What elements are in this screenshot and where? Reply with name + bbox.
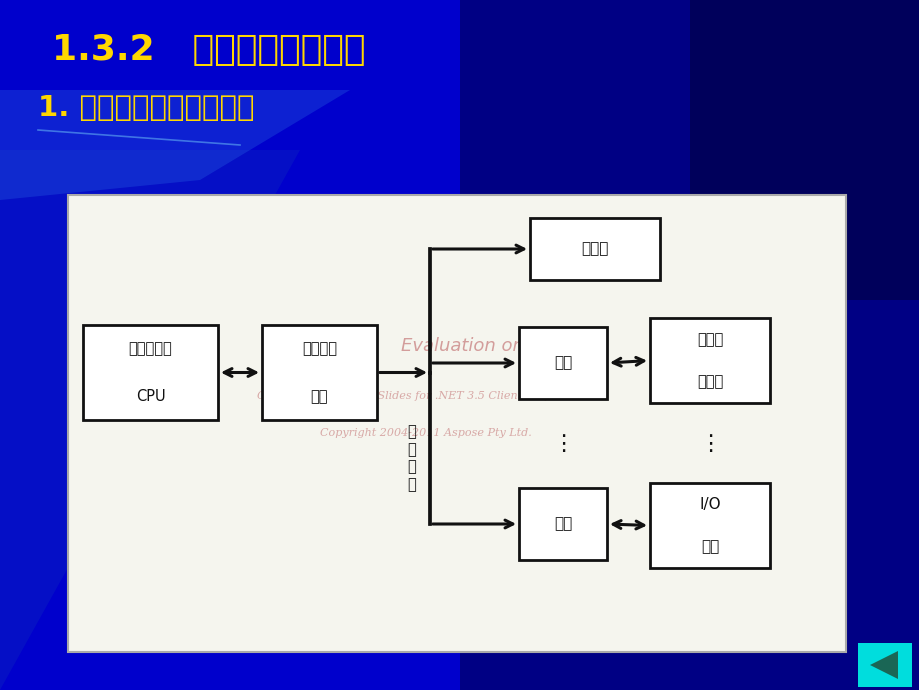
Text: 1.3.2   微机硬件系统组成: 1.3.2 微机硬件系统组成 <box>52 33 365 67</box>
Text: ⋮: ⋮ <box>698 433 720 453</box>
Text: 大容量: 大容量 <box>696 332 722 347</box>
Text: 接口: 接口 <box>553 355 572 371</box>
FancyBboxPatch shape <box>650 483 769 568</box>
FancyBboxPatch shape <box>518 488 607 560</box>
Text: 系
统
总
线: 系 统 总 线 <box>407 424 416 492</box>
Bar <box>68 195 845 652</box>
Text: Evaluation only.: Evaluation only. <box>401 337 543 355</box>
Text: 设备: 设备 <box>700 540 719 554</box>
Bar <box>460 0 919 690</box>
Text: ⋮: ⋮ <box>551 433 573 453</box>
FancyBboxPatch shape <box>650 318 769 403</box>
Text: 存储器: 存储器 <box>696 374 722 389</box>
Text: 接口: 接口 <box>553 517 572 531</box>
Text: 中央处理器: 中央处理器 <box>129 342 172 356</box>
Bar <box>857 643 911 687</box>
Text: 1. 微机硬件系统基本结构: 1. 微机硬件系统基本结构 <box>38 94 255 122</box>
FancyBboxPatch shape <box>518 327 607 399</box>
FancyBboxPatch shape <box>262 325 377 420</box>
Bar <box>689 0 919 300</box>
FancyBboxPatch shape <box>529 218 659 280</box>
Text: Copyright 2004-2011 Aspose Pty Ltd.: Copyright 2004-2011 Aspose Pty Ltd. <box>320 428 531 437</box>
Polygon shape <box>869 651 897 679</box>
Text: 逻辑: 逻辑 <box>311 388 328 404</box>
Text: CPU: CPU <box>135 388 165 404</box>
Text: 存储器: 存储器 <box>581 241 608 257</box>
Text: I/O: I/O <box>698 497 720 512</box>
Text: 总线控制: 总线控制 <box>301 342 336 356</box>
Polygon shape <box>0 90 349 200</box>
Text: Created with Aspose.Slides for .NET 3.5 Client Profile 5.2.0: Created with Aspose.Slides for .NET 3.5 … <box>256 391 595 401</box>
Polygon shape <box>0 150 300 690</box>
FancyBboxPatch shape <box>83 325 218 420</box>
